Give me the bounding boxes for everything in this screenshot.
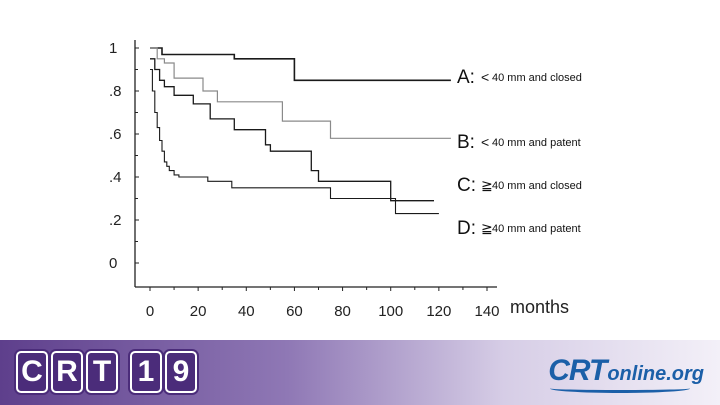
series-label-c: C: ≧ 40 mm and closed [457, 175, 582, 196]
x-tick-label: 100 [378, 303, 403, 320]
swoosh-icon [550, 384, 691, 393]
x-tick-label: 80 [334, 303, 351, 320]
y-tick-label: .4 [109, 169, 122, 186]
series-symbol: < [481, 134, 489, 150]
series-a-line [150, 47, 451, 82]
x-tick-label: 0 [146, 303, 154, 320]
x-tick-label: 140 [474, 303, 499, 320]
series-description: 40 mm and patent [492, 137, 581, 149]
series-symbol: ≧ [481, 177, 493, 193]
y-tick-label: .2 [109, 212, 122, 229]
series-c-line [150, 58, 434, 202]
x-tick-label: 120 [426, 303, 451, 320]
series-b-line [150, 47, 451, 139]
crt-logo-letter: R [51, 351, 83, 393]
crtonline-logo[interactable]: CRT online.org [548, 354, 704, 393]
series-letter: A: [457, 67, 475, 88]
series-letter: B: [457, 132, 475, 153]
series-symbol: < [481, 69, 489, 85]
series-label-a: A: <40 mm and closed [457, 67, 582, 88]
footer-band: C R T 1 9 CRT online.org [0, 340, 720, 405]
chart-axes: 1 .8 .6 .4 .2 0 0 20 40 60 80 100 120 140 months [109, 40, 569, 320]
series-layer [150, 47, 451, 215]
crtonline-suffix: online.org [607, 362, 704, 385]
series-description: 40 mm and patent [492, 223, 581, 235]
crt19-logo: C R T 1 9 [16, 351, 197, 393]
x-tick-label: 60 [286, 303, 303, 320]
y-tick-label: .6 [109, 126, 122, 143]
series-description: 40 mm and closed [492, 180, 582, 192]
series-symbol: ≧ [481, 220, 493, 236]
series-letter: C: [457, 175, 476, 196]
series-label-b: B: <40 mm and patent [457, 132, 581, 153]
km-survival-chart: 1 .8 .6 .4 .2 0 0 20 40 60 80 100 120 140 months A: <40… [109, 40, 582, 320]
x-tick-label: 40 [238, 303, 255, 320]
series-label-d: D: ≧ 40 mm and patent [457, 218, 581, 239]
series-d-line [150, 68, 439, 215]
crt-logo-digit: 9 [165, 351, 197, 393]
x-axis-label: months [510, 297, 569, 317]
series-description: 40 mm and closed [492, 72, 582, 84]
crtonline-brand: CRT [548, 354, 607, 387]
crt-logo-digit: 1 [130, 351, 162, 393]
y-tick-label: .8 [109, 83, 122, 100]
x-tick-label: 20 [190, 303, 207, 320]
crt-logo-letter: T [86, 351, 118, 393]
series-letter: D: [457, 218, 476, 239]
crt-logo-letter: C [16, 351, 48, 393]
y-tick-label: 1 [109, 40, 117, 57]
series-labels: A: <40 mm and closed B: <40 mm and patent C:… [457, 67, 582, 239]
y-tick-label: 0 [109, 255, 117, 272]
